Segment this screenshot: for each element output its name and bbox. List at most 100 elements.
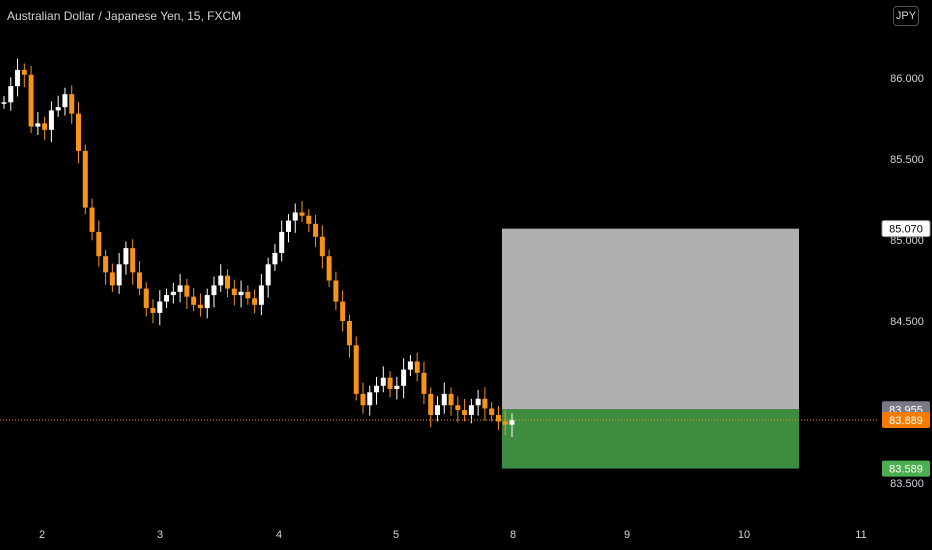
candle [319,225,325,269]
candle-body [326,256,332,281]
candle-body [204,295,210,309]
candle [367,385,373,416]
price-tick-label: 83.500 [890,478,924,490]
candle [96,220,102,267]
candle-body [62,94,68,108]
candle [441,382,447,414]
candle-body [407,361,413,370]
candle-body [109,272,115,286]
price-tag-text: 83.589 [889,464,923,476]
candle-body [258,285,264,305]
candle-body [380,377,386,386]
time-tick-label: 3 [157,529,163,541]
candle [448,387,454,416]
price-axis[interactable]: 86.000 85.500 85.000 84.500 83.500 [890,73,924,490]
candle [225,269,231,298]
candle-body [238,291,244,296]
chart-title: Australian Dollar / Japanese Yen, 15, FX… [7,9,242,23]
candle-body [1,102,7,104]
candle [285,214,291,243]
candle [177,274,183,303]
candle-body [455,405,461,411]
candle [89,198,95,241]
candle-body [374,385,380,393]
candle [333,271,339,310]
candle [428,387,434,428]
candle [211,276,217,308]
candle-body [103,256,109,273]
position-tool[interactable] [502,228,799,469]
candle [170,282,176,304]
candle-body [285,220,291,232]
time-tick-label: 4 [276,529,282,541]
price-tag-target: 83.589 [882,460,930,477]
take-profit-zone[interactable] [502,409,799,469]
stop-loss-zone[interactable] [502,228,799,410]
candle [136,261,142,296]
candle-body [360,393,366,406]
time-tick-label: 2 [39,529,45,541]
candle [306,209,312,233]
price-tag-current: 83.889 [882,411,930,428]
candle-body [353,345,359,394]
candle [401,358,407,399]
candle-body [306,215,312,224]
candle-body [225,275,231,289]
candle-body [82,150,88,208]
price-tag-text: 83.889 [889,415,923,427]
candle-body [21,69,27,75]
candle-body [164,295,170,302]
candle [272,244,278,271]
candle-body [130,248,136,273]
candle [495,406,501,430]
candle [258,274,264,316]
candle [116,252,122,294]
candle [279,220,285,262]
price-tick-label: 84.500 [890,316,924,328]
candle [48,101,54,143]
candle-body [116,264,122,286]
candle [35,112,41,136]
candle-body [55,107,61,111]
candle [42,116,48,141]
candle [130,239,136,285]
time-axis[interactable]: 2 3 4 5 8 9 10 11 [39,529,867,541]
candle [475,389,481,416]
candle-body [333,280,339,302]
candle-body [231,288,237,296]
candle-body [42,123,48,130]
candle-body [150,308,156,313]
time-tick-label: 10 [738,529,750,541]
candle [76,102,82,164]
candle-body [421,372,427,394]
candle-body [509,419,515,425]
candle [69,85,75,125]
candle-body [123,248,129,265]
candle [434,396,440,422]
candle-body [313,223,319,237]
candle-body [15,69,21,87]
candle-body [157,301,163,313]
candle [502,410,508,436]
candle [374,376,380,405]
candle-body [441,393,447,406]
candle-body [346,321,352,346]
candle-body [448,393,454,406]
candle [28,65,34,134]
candle [8,77,14,111]
candle-body [495,414,501,422]
candle [387,371,393,398]
candle-body [170,291,176,296]
candle [292,203,298,233]
candle [238,280,244,308]
candle-body [136,272,142,289]
time-tick-label: 11 [855,529,866,541]
candle-body [35,123,41,127]
currency-button[interactable]: JPY [893,6,919,26]
candle [346,314,352,358]
candle-body [319,236,325,257]
candle [353,336,359,401]
candle-body [76,113,82,151]
candle [462,398,468,422]
